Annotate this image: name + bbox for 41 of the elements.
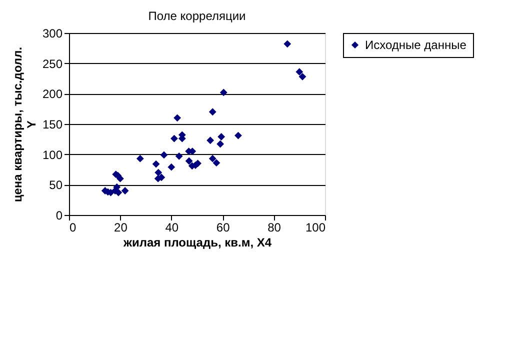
point <box>116 174 124 182</box>
point <box>284 40 292 48</box>
point <box>298 72 306 80</box>
point <box>174 114 181 122</box>
point <box>208 108 216 116</box>
y-tick-label: 300 <box>42 26 63 40</box>
x-tick-label: 100 <box>305 220 326 234</box>
x-axis-title: жилая площадь, кв.м, X4 <box>122 236 272 250</box>
point <box>170 134 178 142</box>
point <box>185 157 193 165</box>
x-tick-label: 80 <box>268 220 282 234</box>
point <box>168 163 176 171</box>
point <box>296 68 304 76</box>
point <box>154 168 162 176</box>
point <box>121 187 129 194</box>
point <box>212 159 220 167</box>
point <box>206 136 214 144</box>
point <box>234 132 242 140</box>
y-tick-label: 0 <box>56 208 63 222</box>
legend-label: Исходные данные <box>365 38 467 52</box>
y-axis-title: цена квартиры, тыс.долл. Y <box>10 46 38 202</box>
point <box>218 133 226 140</box>
x-tick-label: 40 <box>165 220 179 234</box>
x-tick-label: 20 <box>114 220 128 234</box>
chart-title: Поле корреляции <box>148 9 246 23</box>
point <box>136 154 144 162</box>
y-tick-label: 200 <box>42 87 63 102</box>
x-tick-label: 60 <box>216 220 230 234</box>
point <box>160 151 168 159</box>
point <box>208 154 216 162</box>
point <box>216 140 224 148</box>
point <box>113 183 121 191</box>
x-tick-label: 0 <box>70 220 76 234</box>
y-tick-label: 250 <box>42 56 63 71</box>
point <box>175 152 183 160</box>
y-tick-label: 100 <box>42 148 63 162</box>
y-tick-label: 50 <box>49 178 63 192</box>
point <box>152 160 160 168</box>
y-tick-label: 150 <box>42 118 63 132</box>
point <box>220 88 228 96</box>
point <box>114 188 122 196</box>
